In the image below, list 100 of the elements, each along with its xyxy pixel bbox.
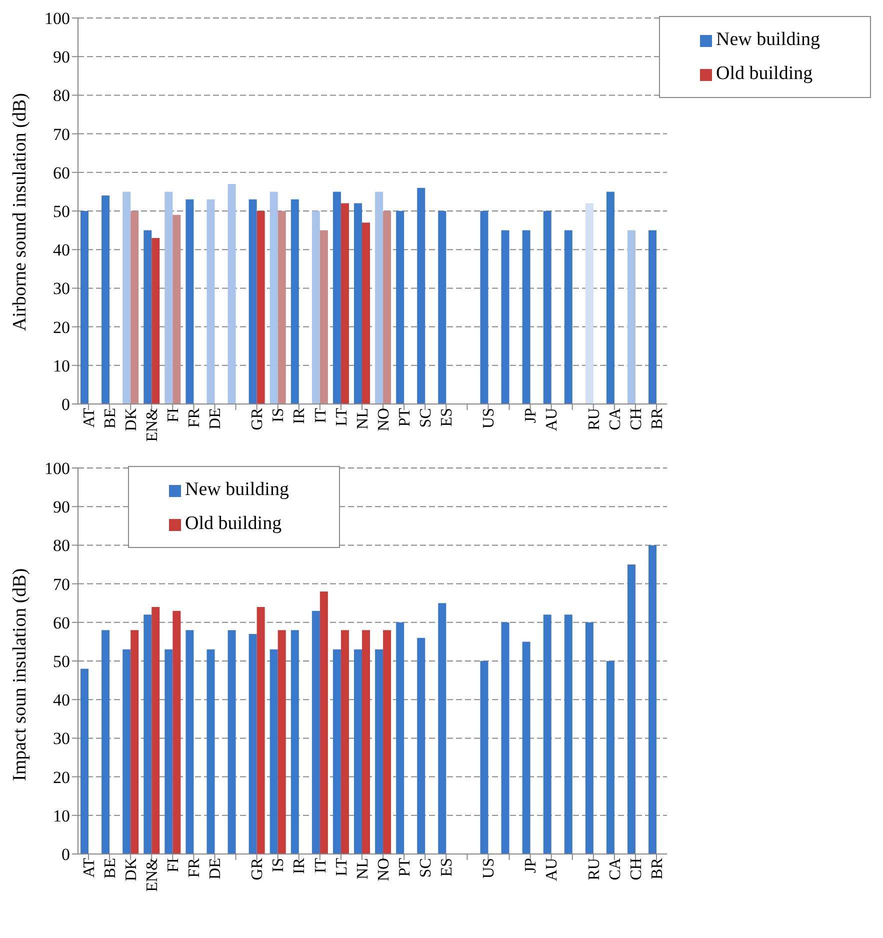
bar [522,642,530,854]
bar [543,614,552,854]
x-tick-label: RU [586,408,603,430]
y-tick-label: 40 [53,240,70,260]
legend-label: New building [185,479,289,500]
x-tick-label: US [480,408,498,428]
x-tick-label: NO [375,858,392,882]
x-tick-label: AT [80,408,98,428]
x-tick-label: CH [628,408,645,430]
bar [228,630,236,854]
x-tick-label: ES [438,858,456,877]
bar [320,592,328,854]
bar [312,610,320,854]
y-tick-label: 90 [53,48,70,67]
x-tick-label: DE [207,408,224,430]
bar [228,184,236,404]
y-tick-label: 100 [44,459,70,478]
x-tick-label: IS [270,408,288,422]
x-tick-label: NL [354,408,372,430]
y-tick-label: 20 [53,768,70,787]
y-tick-label: 0 [62,395,70,414]
bar [206,199,215,404]
bar [627,564,636,854]
bar [278,211,286,404]
y-tick-label: 30 [53,279,70,298]
bar [480,661,488,854]
bar [354,649,362,854]
x-tick-label: AU [544,408,561,432]
bar [102,196,110,404]
x-tick-label: US [480,858,498,878]
y-axis-title: Airborne sound insulation (dB) [10,92,31,331]
y-tick-label: 0 [62,845,70,864]
bar [354,203,362,404]
y-tick-label: 40 [53,690,70,710]
bar [290,199,299,404]
bar [80,211,89,404]
y-tick-label: 70 [53,124,70,144]
bar [383,211,392,404]
bar [332,192,341,404]
x-tick-label: SC [417,408,434,428]
y-tick-label: 70 [53,574,70,594]
bar [522,230,530,404]
bar [186,199,194,404]
y-tick-label: 60 [53,613,70,632]
bar [102,630,110,854]
bar [270,649,278,854]
bar [164,649,173,854]
bar [80,668,89,854]
y-tick-label: 20 [53,318,70,337]
bar [320,230,328,404]
bar [164,192,173,404]
x-tick-label: CA [606,408,624,430]
x-tick-label: DE [207,858,224,880]
bar [362,630,370,854]
bar [648,230,657,404]
bar [396,622,404,854]
bar [543,211,552,404]
bar [375,192,384,404]
bar [152,606,160,854]
bar [627,230,636,404]
y-tick-label: 80 [53,86,70,106]
y-axis-title: Impact soun insulation (dB) [10,568,31,781]
x-tick-label: ES [438,408,456,427]
x-tick-label: PT [396,858,414,877]
bar [396,211,404,404]
x-tick-label: IT [312,408,330,424]
bar [186,630,194,854]
y-tick-label: 50 [53,652,70,672]
x-tick-label: FI [165,858,182,872]
x-tick-label: JP [522,858,540,874]
y-tick-label: 30 [53,729,70,748]
bar [206,649,215,854]
bar [383,630,392,854]
x-tick-label: FR [186,858,204,878]
x-tick-label: CH [628,858,645,880]
bar [270,192,278,404]
x-tick-label: PT [396,408,414,427]
x-tick-label: FR [186,408,204,428]
bar [290,630,299,854]
x-tick-label: IR [291,858,308,874]
y-tick-label: 60 [53,163,70,182]
bar [144,614,152,854]
bar [585,622,594,854]
bar [501,230,510,404]
x-tick-label: RU [586,858,603,880]
bar [248,634,257,854]
x-tick-label: BR [648,408,666,430]
x-tick-label: DK [122,408,140,432]
bar [122,192,131,404]
bar [564,230,572,404]
x-tick-label: GR [249,408,266,430]
bar [256,606,265,854]
x-tick-label: AU [544,858,561,882]
bar [606,192,614,404]
bar [585,203,594,404]
bar [122,649,131,854]
y-tick-label: 90 [53,498,70,517]
x-tick-label: BE [102,408,119,428]
bar [172,610,181,854]
x-tick-label: IT [312,858,330,874]
